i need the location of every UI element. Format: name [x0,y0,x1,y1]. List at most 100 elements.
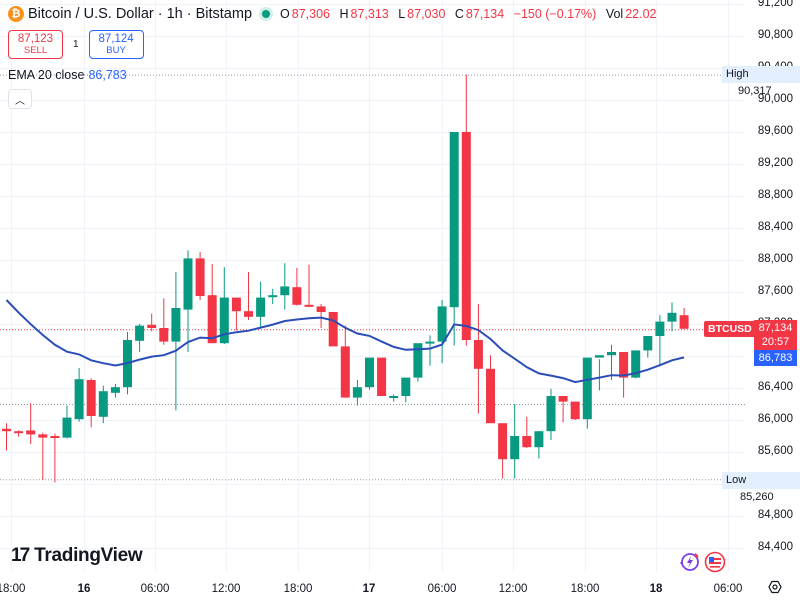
candle-body [231,297,241,312]
price-axis-label: 89,600 [757,125,793,137]
candle-body [86,380,96,416]
candle-body [679,315,689,329]
price-axis-label: 86,000 [757,413,793,425]
candle-body [147,324,157,328]
high-label: H [339,7,349,21]
candle-body [570,401,580,420]
high-value: 87,313 [350,7,389,21]
candle-body [195,258,205,296]
candle-body [486,368,495,424]
candle-body [655,321,665,336]
price-axis-label: 87,600 [757,285,793,297]
symbol-title[interactable]: Bitcoin / U.S. Dollar · 1h · Bitstamp [28,6,253,22]
candle-body [268,295,278,298]
candle-body [389,396,399,398]
ohlc-values: O 87,306 H 87,313 L 87,030 C 87,134 −150 (−0… [280,7,658,21]
low-tag-value: 85,260 [740,491,774,503]
price-axis-label: 90,000 [757,93,793,105]
price-axis-label: 85,600 [757,445,793,457]
buy-button[interactable]: 87,124 BUY [88,30,144,59]
last-price: 87,134 [758,322,793,334]
price-axis-label: 84,400 [757,541,793,553]
candle-body [437,306,447,342]
sell-label: SELL [23,44,48,56]
bar-countdown: 20:57 [761,336,790,348]
ema-value: 86,783 [88,68,127,82]
candle-body [425,341,435,344]
candle-body [171,308,181,342]
symbol-tag: BTCUSD [704,321,756,337]
collapse-legend-button[interactable]: ︿ [8,89,32,109]
market-status-icon [262,10,271,18]
time-axis-label: 18:00 [283,583,313,595]
candle-body [2,428,11,432]
candle-body [26,430,36,435]
price-axis-label: 89,200 [757,157,793,169]
candle-body [607,352,616,356]
candle-body [98,391,108,417]
lightning-icon[interactable] [678,551,700,573]
candle-body [582,357,592,420]
candle-body [110,387,120,393]
ema-price-tag: 86,783 [754,350,797,366]
candle-body [546,396,556,432]
price-axis-label: 86,400 [757,381,793,393]
candle-body [401,377,411,396]
change-value: −150 (−0.17%) [513,7,597,21]
candle-body [328,312,338,347]
ema-legend[interactable]: EMA 20 close 86,783 [8,68,127,82]
bitcoin-icon: ₿ [8,6,24,22]
candle-body [74,379,84,420]
low-value: 87,030 [407,7,446,21]
price-axis-label: 88,400 [757,221,793,233]
time-axis-label: 18 [649,583,663,595]
candle-body [534,431,544,448]
close-value: 87,134 [465,7,505,21]
candle-body [413,343,423,378]
candle-body [244,311,253,317]
time-axis-label: 17 [362,583,376,595]
time-axis-label: 18:00 [570,583,600,595]
candle-body [594,355,604,358]
tradingview-logo[interactable]: 17 TradingView [11,545,143,567]
candle-body [643,336,653,351]
candle-body [619,352,629,378]
close-label: C [454,7,464,21]
candle-body [558,396,568,402]
candle-body [280,286,290,296]
candle-body [522,436,532,448]
candle-body [159,328,169,342]
candle-body [38,434,48,438]
candle-body [135,325,145,341]
ema-line [5,299,685,384]
price-axis-label: 90,800 [757,29,793,41]
time-axis-label: 16 [77,583,91,595]
buy-price: 87,124 [98,32,134,45]
time-axis-label: 06:00 [713,583,743,595]
candle-body [207,295,217,344]
candle-body [316,306,326,312]
candle-body [473,340,483,369]
volume-value: 22.02 [625,7,657,21]
candle-body [62,417,72,438]
candle-body [14,431,24,434]
price-axis-label: 91,200 [757,0,793,9]
candle-body [50,436,60,438]
low-label: L [398,7,406,21]
sell-button[interactable]: 87,123 SELL [8,30,63,59]
time-axis-label: 06:00 [427,583,457,595]
us-flag-events-icon[interactable] [704,551,726,573]
candle-body [256,297,266,317]
chart-header: ₿ Bitcoin / U.S. Dollar · 1h · Bitstamp … [8,6,659,22]
volume-label: Vol [605,7,624,21]
tradingview-text: TradingView [34,545,143,566]
spread-value: 1 [73,39,79,50]
buy-label: BUY [106,44,126,56]
candle-body [183,258,193,310]
open-value: 87,306 [291,7,330,21]
candle-body [365,357,374,388]
settings-gear-icon[interactable] [768,580,782,594]
time-axis-label: 06:00 [140,583,170,595]
trade-panel: 87,123 SELL 1 87,124 BUY [8,30,144,59]
